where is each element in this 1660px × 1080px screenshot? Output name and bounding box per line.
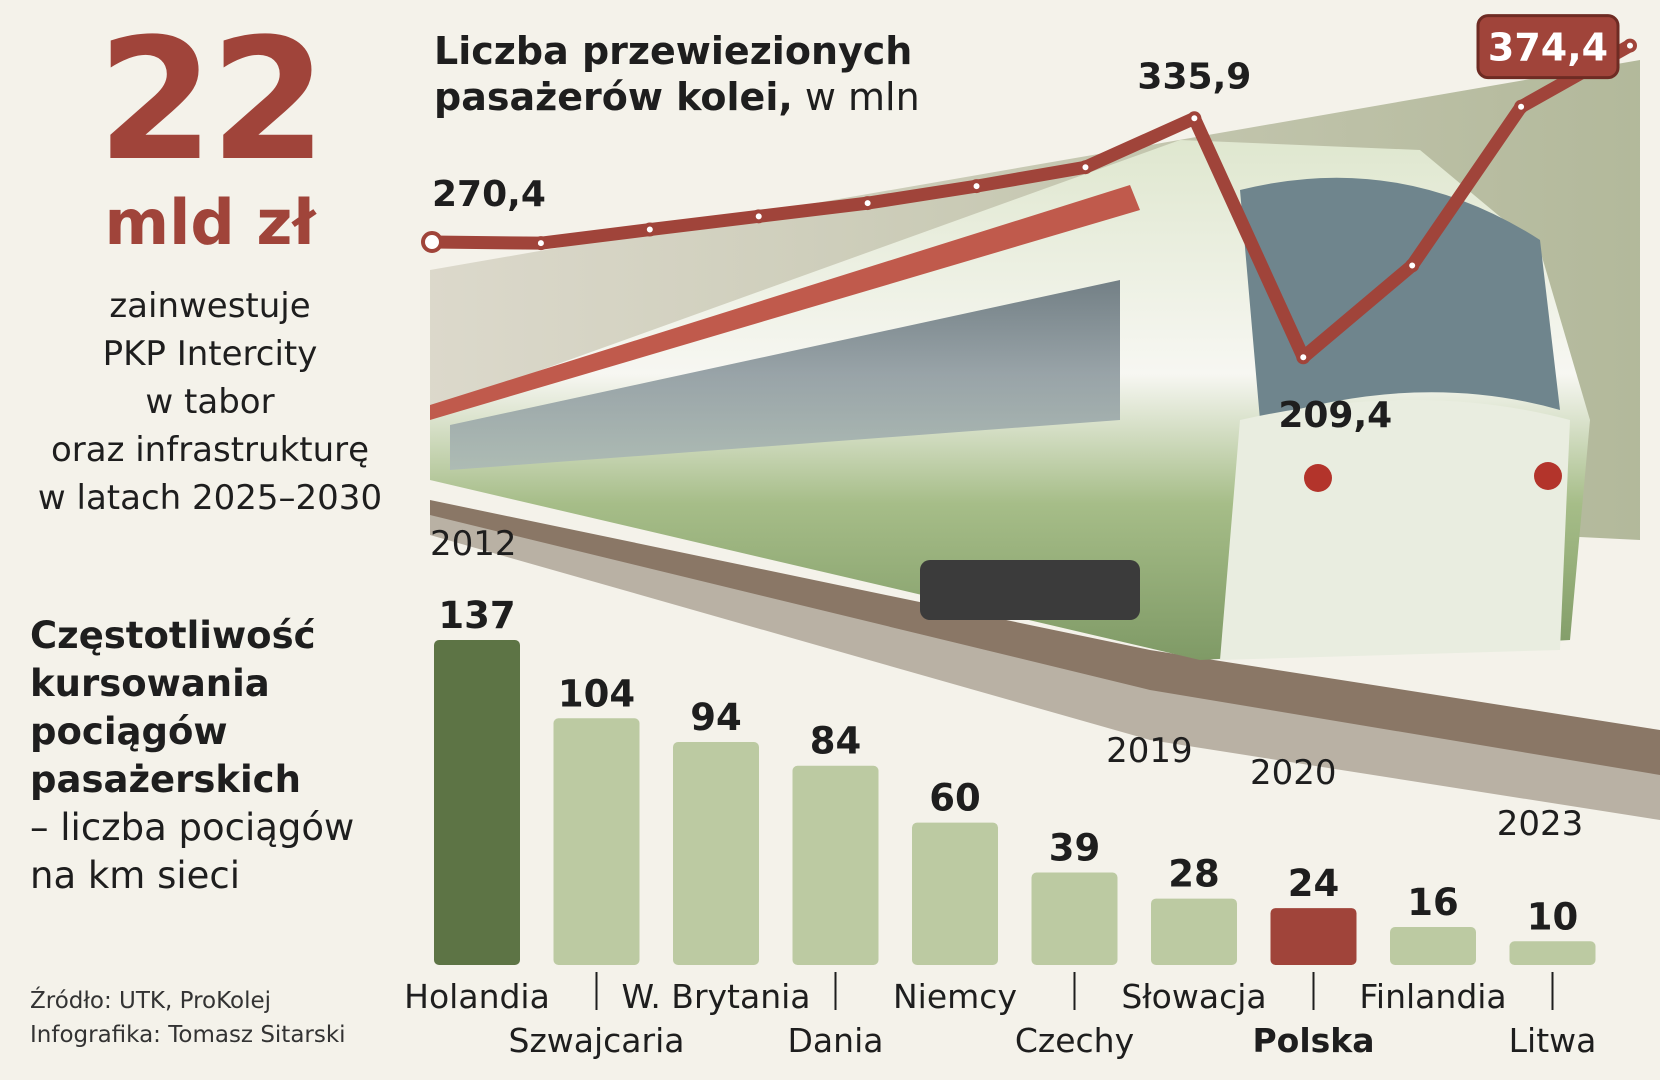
train-right-light bbox=[1534, 462, 1562, 490]
bar-value-label: 94 bbox=[690, 696, 742, 739]
line-point bbox=[1187, 111, 1202, 126]
line-point bbox=[751, 209, 766, 224]
year-label-2023: 2023 bbox=[1497, 804, 1584, 844]
line-point bbox=[1405, 258, 1420, 273]
line-point bbox=[642, 222, 657, 237]
year-label-2019: 2019 bbox=[1106, 731, 1193, 771]
value-label-box bbox=[1476, 14, 1620, 80]
bar-value-label: 10 bbox=[1527, 895, 1579, 938]
source-credits: Źródło: UTK, ProKolej Infografika: Tomas… bbox=[30, 984, 390, 1052]
bar-value-label: 28 bbox=[1168, 853, 1220, 896]
bar-polska bbox=[1270, 908, 1357, 965]
bar-title-subline: na km sieci bbox=[30, 854, 241, 897]
headline-line: oraz infrastrukturę bbox=[50, 430, 370, 470]
bar-title-line: kursowania bbox=[30, 662, 270, 705]
bar-czechy bbox=[1031, 872, 1118, 965]
train-cab-window bbox=[1240, 177, 1560, 420]
bar-finlandia bbox=[1390, 927, 1476, 965]
bar-dania bbox=[792, 765, 879, 965]
train-front-nose bbox=[1220, 400, 1570, 660]
line-point bbox=[421, 231, 443, 254]
bar-chart-title: Częstotliwość kursowania pociągów pasaże… bbox=[30, 612, 400, 900]
category-label: W. Brytania bbox=[621, 977, 810, 1016]
value-label-2019: 335,9 bbox=[1137, 56, 1251, 97]
line-point bbox=[1623, 38, 1637, 53]
bar-title-line: Częstotliwość bbox=[30, 614, 316, 657]
bar-title-line: pociągów bbox=[30, 710, 228, 753]
bar-value-label: 137 bbox=[438, 594, 515, 637]
value-label-2020: 209,4 bbox=[1278, 395, 1392, 436]
category-label: Finlandia bbox=[1359, 977, 1506, 1016]
bar-value-label: 16 bbox=[1407, 881, 1459, 924]
infographic-author: Infografika: Tomasz Sitarski bbox=[30, 1022, 346, 1048]
headline-amount: 22 bbox=[97, 2, 327, 198]
headline-line: w tabor bbox=[145, 382, 275, 422]
value-label-2023: 374,4 bbox=[1488, 26, 1608, 70]
year-label-2012: 2012 bbox=[430, 524, 517, 564]
line-point bbox=[1296, 350, 1311, 365]
year-label-2020: 2020 bbox=[1250, 753, 1337, 793]
line-point bbox=[969, 179, 984, 194]
bar-s-owacja bbox=[1151, 898, 1237, 965]
bar-value-label: 39 bbox=[1049, 826, 1101, 869]
source-line: Źródło: UTK, ProKolej bbox=[30, 988, 272, 1014]
bar-holandia bbox=[434, 640, 520, 965]
category-label: Dania bbox=[788, 1021, 884, 1060]
bar-title-line: pasażerskich bbox=[30, 758, 301, 801]
headline-description: zainwestuje PKP Intercity w tabor oraz i… bbox=[10, 282, 410, 522]
category-label: Litwa bbox=[1509, 1021, 1597, 1060]
line-point bbox=[1514, 99, 1529, 114]
headline-line: w latach 2025–2030 bbox=[37, 478, 383, 518]
category-label: Czechy bbox=[1015, 1021, 1134, 1060]
bar-niemcy bbox=[912, 822, 998, 965]
category-label: Słowacja bbox=[1121, 977, 1266, 1016]
category-label: Polska bbox=[1252, 1021, 1374, 1060]
line-point bbox=[860, 196, 875, 211]
line-chart-title-bold: Liczba przewiezionych pasażerów kolei, bbox=[434, 29, 913, 119]
category-label: Szwajcaria bbox=[509, 1021, 685, 1060]
bar-value-label: 104 bbox=[558, 672, 635, 715]
train-windows bbox=[450, 280, 1120, 470]
headline-unit: mld zł bbox=[104, 186, 316, 259]
bar-title-subline: – liczba pociągów bbox=[30, 806, 355, 849]
bar-value-label: 84 bbox=[810, 720, 862, 763]
passenger-line bbox=[425, 39, 1637, 364]
bar-szwajcaria bbox=[553, 718, 640, 965]
category-label: Niemcy bbox=[893, 977, 1017, 1016]
line-chart: 270,4 335,9 209,4 374,4 2012 2019 2020 2023 bbox=[421, 14, 1637, 844]
line-chart-title: Liczba przewiezionych pasażerów kolei, w… bbox=[434, 28, 954, 120]
bar-value-label: 24 bbox=[1288, 862, 1340, 905]
train-illustration bbox=[430, 60, 1660, 820]
bar-chart: 137 Holandia 104 Szwajcaria 94 W. Brytania 84 D… bbox=[404, 594, 1596, 1060]
train-left-light bbox=[1304, 464, 1332, 492]
category-label: Holandia bbox=[404, 977, 550, 1016]
train-bogie bbox=[920, 560, 1140, 620]
line-point bbox=[533, 236, 548, 251]
bar-w-brytania bbox=[673, 742, 759, 965]
headline-line: zainwestuje bbox=[109, 286, 311, 326]
value-label-2012: 270,4 bbox=[432, 174, 546, 215]
bar-litwa bbox=[1509, 941, 1596, 965]
rail-track bbox=[430, 500, 1660, 780]
line-chart-title-unit: w mln bbox=[792, 75, 920, 119]
line-point bbox=[1078, 160, 1093, 175]
train-red-stripe bbox=[430, 185, 1140, 420]
rail-gravel bbox=[430, 515, 1660, 820]
headline-line: PKP Intercity bbox=[102, 334, 318, 374]
bar-value-label: 60 bbox=[929, 777, 981, 820]
